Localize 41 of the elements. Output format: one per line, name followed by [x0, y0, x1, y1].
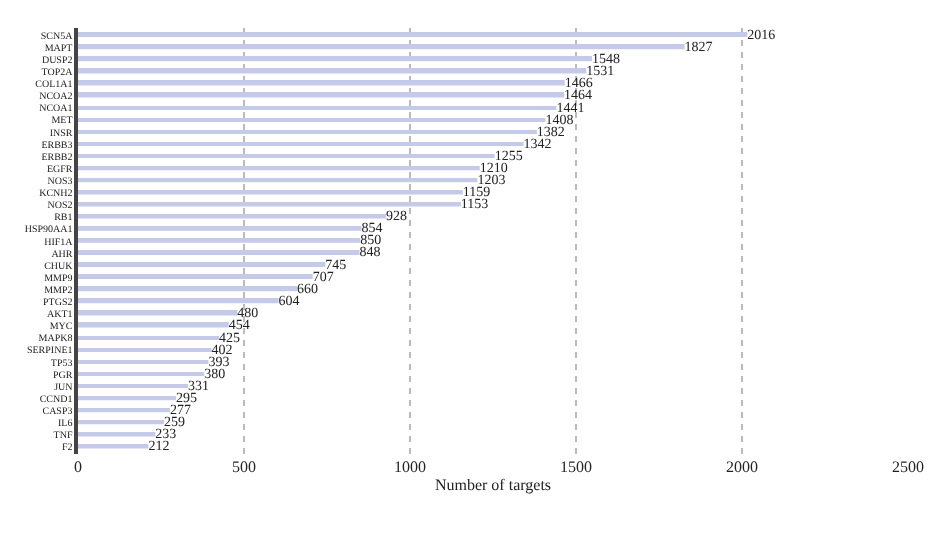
bar: [78, 348, 212, 352]
bar: [78, 298, 279, 304]
bar: [78, 360, 209, 364]
x-tick-label: 2500: [892, 458, 924, 476]
x-tick-label: 1500: [560, 458, 592, 476]
x-axis-title: Number of targets: [434, 476, 552, 495]
bar: [78, 68, 587, 74]
bar: [78, 142, 524, 146]
bar: [78, 92, 565, 98]
bar: [78, 408, 170, 413]
bar: [78, 372, 205, 376]
x-tick-label: 2000: [726, 458, 758, 476]
bar: [78, 106, 557, 110]
bar: [78, 202, 461, 207]
x-tick-label: 0: [74, 458, 82, 476]
bar: [78, 190, 463, 195]
bar: [78, 250, 360, 255]
bar: [78, 80, 565, 86]
bar: [78, 154, 495, 159]
bar: [78, 130, 537, 134]
bar: [78, 420, 164, 425]
bar: [78, 118, 546, 122]
bar: [78, 396, 176, 401]
bar: [78, 44, 685, 50]
bar: [78, 32, 748, 38]
bar: [78, 336, 220, 340]
bar: [78, 214, 387, 219]
bar: [78, 178, 478, 183]
x-tick-label: 1000: [394, 458, 426, 476]
bar: [78, 238, 361, 243]
bar: [78, 286, 298, 292]
bar: [78, 274, 313, 280]
bar: [78, 444, 149, 449]
bar: [78, 322, 229, 328]
bar: [78, 166, 480, 171]
bar: [78, 262, 326, 268]
bar: [78, 384, 188, 389]
bar: [78, 226, 362, 231]
bar: [78, 56, 592, 62]
x-tick-label: 500: [232, 458, 256, 476]
bar: [78, 310, 238, 316]
